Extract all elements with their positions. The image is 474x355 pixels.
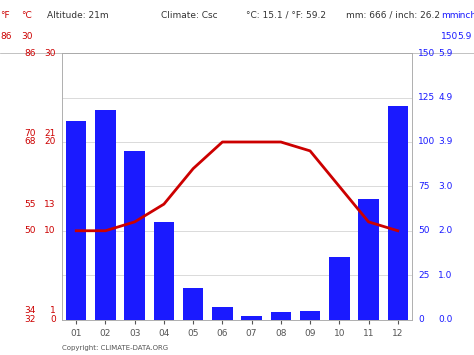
- Text: 0.0: 0.0: [438, 315, 453, 324]
- Bar: [388, 106, 408, 320]
- Text: Climate: Csc: Climate: Csc: [161, 11, 218, 20]
- Text: 1.0: 1.0: [438, 271, 453, 280]
- Text: Altitude: 21m: Altitude: 21m: [47, 11, 109, 20]
- Text: 150: 150: [441, 32, 458, 41]
- Text: 30: 30: [45, 49, 56, 58]
- Text: 75: 75: [418, 182, 429, 191]
- Text: 2.0: 2.0: [438, 226, 453, 235]
- Text: 30: 30: [21, 32, 33, 41]
- Text: °C: 15.1 / °F: 59.2: °C: 15.1 / °F: 59.2: [246, 11, 327, 20]
- Text: 20: 20: [45, 137, 56, 147]
- Text: 21: 21: [45, 129, 56, 138]
- Bar: [358, 199, 379, 320]
- Text: 100: 100: [418, 137, 435, 147]
- Text: mm: mm: [441, 11, 458, 20]
- Bar: [212, 307, 233, 320]
- Bar: [300, 311, 320, 320]
- Bar: [95, 110, 116, 320]
- Text: 150: 150: [418, 49, 435, 58]
- Bar: [183, 288, 203, 320]
- Text: °C: °C: [21, 11, 32, 20]
- Text: 3.0: 3.0: [438, 182, 453, 191]
- Text: 70: 70: [24, 129, 36, 138]
- Bar: [66, 121, 86, 320]
- Text: 25: 25: [418, 271, 429, 280]
- Text: 0: 0: [418, 315, 424, 324]
- Text: 5.9: 5.9: [438, 49, 453, 58]
- Text: 3.9: 3.9: [438, 137, 453, 147]
- Text: 86: 86: [0, 32, 11, 41]
- Text: 4.9: 4.9: [438, 93, 453, 102]
- Text: 34: 34: [24, 306, 36, 315]
- Text: mm: 666 / inch: 26.2: mm: 666 / inch: 26.2: [346, 11, 440, 20]
- Text: 5.9: 5.9: [457, 32, 472, 41]
- Text: inch: inch: [457, 11, 474, 20]
- Text: Copyright: CLIMATE-DATA.ORG: Copyright: CLIMATE-DATA.ORG: [62, 345, 168, 351]
- Bar: [271, 312, 291, 320]
- Bar: [125, 151, 145, 320]
- Text: 1: 1: [50, 306, 56, 315]
- Text: 55: 55: [24, 200, 36, 209]
- Text: 68: 68: [24, 137, 36, 147]
- Bar: [154, 222, 174, 320]
- Text: 125: 125: [418, 93, 435, 102]
- Text: 13: 13: [45, 200, 56, 209]
- Text: °F: °F: [0, 11, 9, 20]
- Text: 50: 50: [418, 226, 429, 235]
- Text: 10: 10: [45, 226, 56, 235]
- Text: 86: 86: [24, 49, 36, 58]
- Text: 32: 32: [24, 315, 36, 324]
- Text: 50: 50: [24, 226, 36, 235]
- Text: 0: 0: [50, 315, 56, 324]
- Bar: [329, 257, 349, 320]
- Bar: [241, 316, 262, 320]
